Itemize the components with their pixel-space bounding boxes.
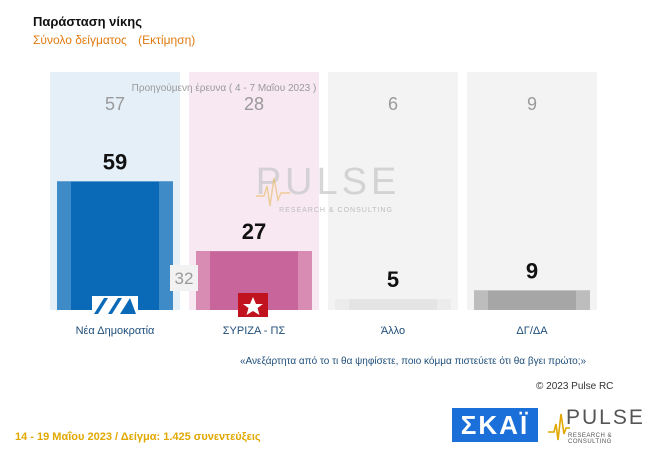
data-label: 59 bbox=[103, 149, 127, 174]
page-title: Παράσταση νίκης bbox=[33, 14, 142, 29]
skai-logo: ΣΚΑΪ bbox=[452, 408, 538, 442]
previous-survey-caption: Προηγούμενη έρευνα ( 4 - 7 Μαΐου 2023 ) bbox=[132, 82, 317, 94]
pulse-logo-tagline: RESEARCH & CONSULTING bbox=[568, 433, 613, 445]
question-text: «Ανεξάρτητα από το τι θα ψηφίσετε, ποιο … bbox=[240, 356, 587, 367]
subtitle-note: (Εκτίμηση) bbox=[138, 33, 196, 47]
category-label: Άλλο bbox=[381, 325, 405, 337]
annotation-box bbox=[170, 265, 198, 291]
pulse-logo-word: PULSE bbox=[566, 406, 645, 429]
pulse-logo: PULSE RESEARCH & CONSULTING bbox=[548, 406, 644, 446]
watermark-wave-icon bbox=[256, 177, 290, 207]
footer-sample-info: 14 - 19 Μαΐου 2023 / Δείγμα: 1.425 συνεν… bbox=[15, 431, 261, 443]
bar-shade-left bbox=[57, 181, 71, 310]
column-background bbox=[467, 72, 597, 310]
annotation-label: 32 bbox=[175, 269, 194, 288]
nd-logo-icon bbox=[94, 298, 108, 314]
previous-value-label: 9 bbox=[527, 94, 537, 114]
nd-logo-icon bbox=[108, 298, 122, 314]
nd-logo-icon bbox=[120, 298, 136, 314]
data-label: 27 bbox=[242, 219, 266, 244]
category-label: ΔΓ/ΔΑ bbox=[516, 325, 548, 337]
copyright: © 2023 Pulse RC bbox=[536, 381, 614, 392]
previous-value-label: 6 bbox=[388, 94, 398, 114]
category-label: ΣΥΡΙΖΑ - ΠΣ bbox=[223, 325, 286, 337]
pulse-wave-icon bbox=[548, 413, 570, 441]
column-background bbox=[328, 72, 458, 310]
bar-shade-right bbox=[437, 299, 451, 310]
data-label: 9 bbox=[526, 258, 538, 283]
previous-value-label: 28 bbox=[244, 94, 264, 114]
page-subtitle: Σύνολο δείγματος (Εκτίμηση) bbox=[33, 33, 195, 47]
bar-shade-right bbox=[576, 290, 590, 310]
data-label: 5 bbox=[387, 267, 399, 292]
watermark-tagline: RESEARCH & CONSULTING bbox=[279, 207, 393, 214]
bar-shade-left bbox=[474, 290, 488, 310]
previous-value-label: 57 bbox=[105, 94, 125, 114]
syriza-star-icon bbox=[243, 297, 263, 315]
bar bbox=[335, 299, 451, 310]
bar-shade-left bbox=[196, 251, 210, 310]
category-label: Νέα Δημοκρατία bbox=[76, 325, 155, 337]
bar-shade-right bbox=[298, 251, 312, 310]
bar bbox=[57, 181, 173, 310]
bar-shade-left bbox=[335, 299, 349, 310]
bar-shade-right bbox=[159, 181, 173, 310]
bar bbox=[474, 290, 590, 310]
subtitle-text: Σύνολο δείγματος bbox=[33, 33, 127, 47]
